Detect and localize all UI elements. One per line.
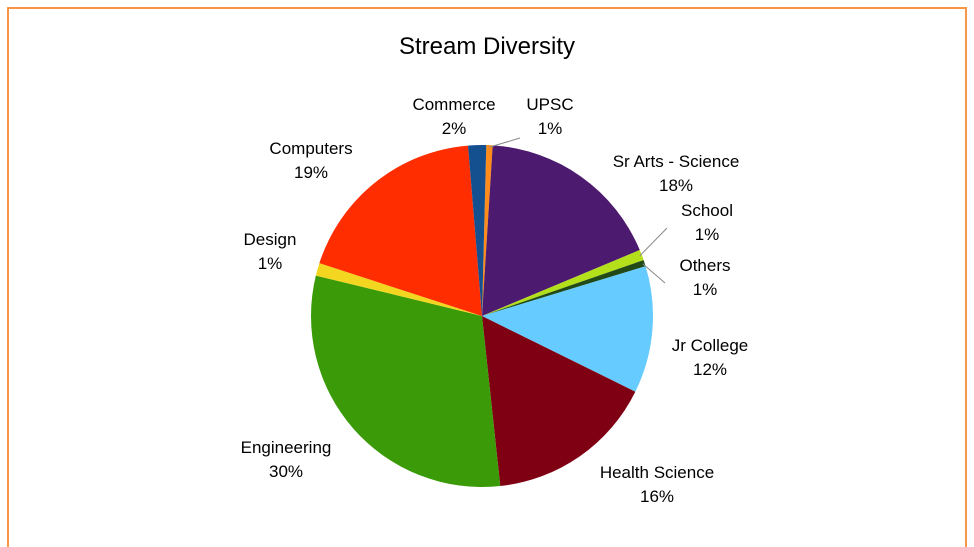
pie-slice-health-science bbox=[482, 316, 636, 487]
slice-percent-label: 1% bbox=[695, 225, 720, 244]
slice-label: UPSC bbox=[526, 95, 573, 114]
leader-line bbox=[639, 227, 668, 257]
slice-percent-label: 1% bbox=[258, 254, 283, 273]
slice-percent-label: 19% bbox=[294, 163, 328, 182]
leader-line bbox=[642, 263, 666, 284]
pie-chart: UPSC 1% Sr Arts - Science 18% School 1% Others… bbox=[241, 95, 749, 506]
slice-percent-label: 2% bbox=[442, 119, 467, 138]
pie-slice-commerce bbox=[468, 145, 487, 316]
slice-percent-label: 30% bbox=[269, 462, 303, 481]
pie-slice-design bbox=[315, 263, 482, 316]
pie-slice-sr-arts-science bbox=[482, 145, 640, 316]
slice-percent-label: 12% bbox=[693, 360, 727, 379]
pie-slice-jr-college bbox=[482, 266, 653, 392]
slice-label: Others bbox=[679, 256, 730, 275]
slice-percent-label: 1% bbox=[693, 280, 718, 299]
slice-labels: UPSC 1% Sr Arts - Science 18% School 1% Others… bbox=[241, 95, 749, 506]
leader-line bbox=[489, 137, 521, 148]
chart-title: Stream Diversity bbox=[398, 33, 576, 60]
slice-percent-label: 1% bbox=[538, 119, 563, 138]
slice-label: Jr College bbox=[672, 336, 749, 355]
leader-lines bbox=[489, 137, 668, 284]
slice-label: Computers bbox=[269, 139, 352, 158]
pie-slice-others bbox=[482, 260, 646, 316]
pie-slice-computers bbox=[319, 145, 482, 316]
slice-label: Engineering bbox=[241, 438, 332, 457]
pie-slice-engineering bbox=[311, 275, 501, 488]
pie-slice-school bbox=[482, 250, 644, 316]
slice-label: Health Science bbox=[600, 463, 714, 482]
slice-label: Commerce bbox=[412, 95, 495, 114]
slice-label: Design bbox=[244, 230, 297, 249]
slice-percent-label: 16% bbox=[640, 487, 674, 506]
slice-label: School bbox=[681, 201, 733, 220]
slice-label: Sr Arts - Science bbox=[613, 152, 740, 171]
pie-slices bbox=[311, 145, 653, 488]
pie-slice-upsc bbox=[482, 145, 493, 316]
slice-percent-label: 18% bbox=[659, 176, 693, 195]
